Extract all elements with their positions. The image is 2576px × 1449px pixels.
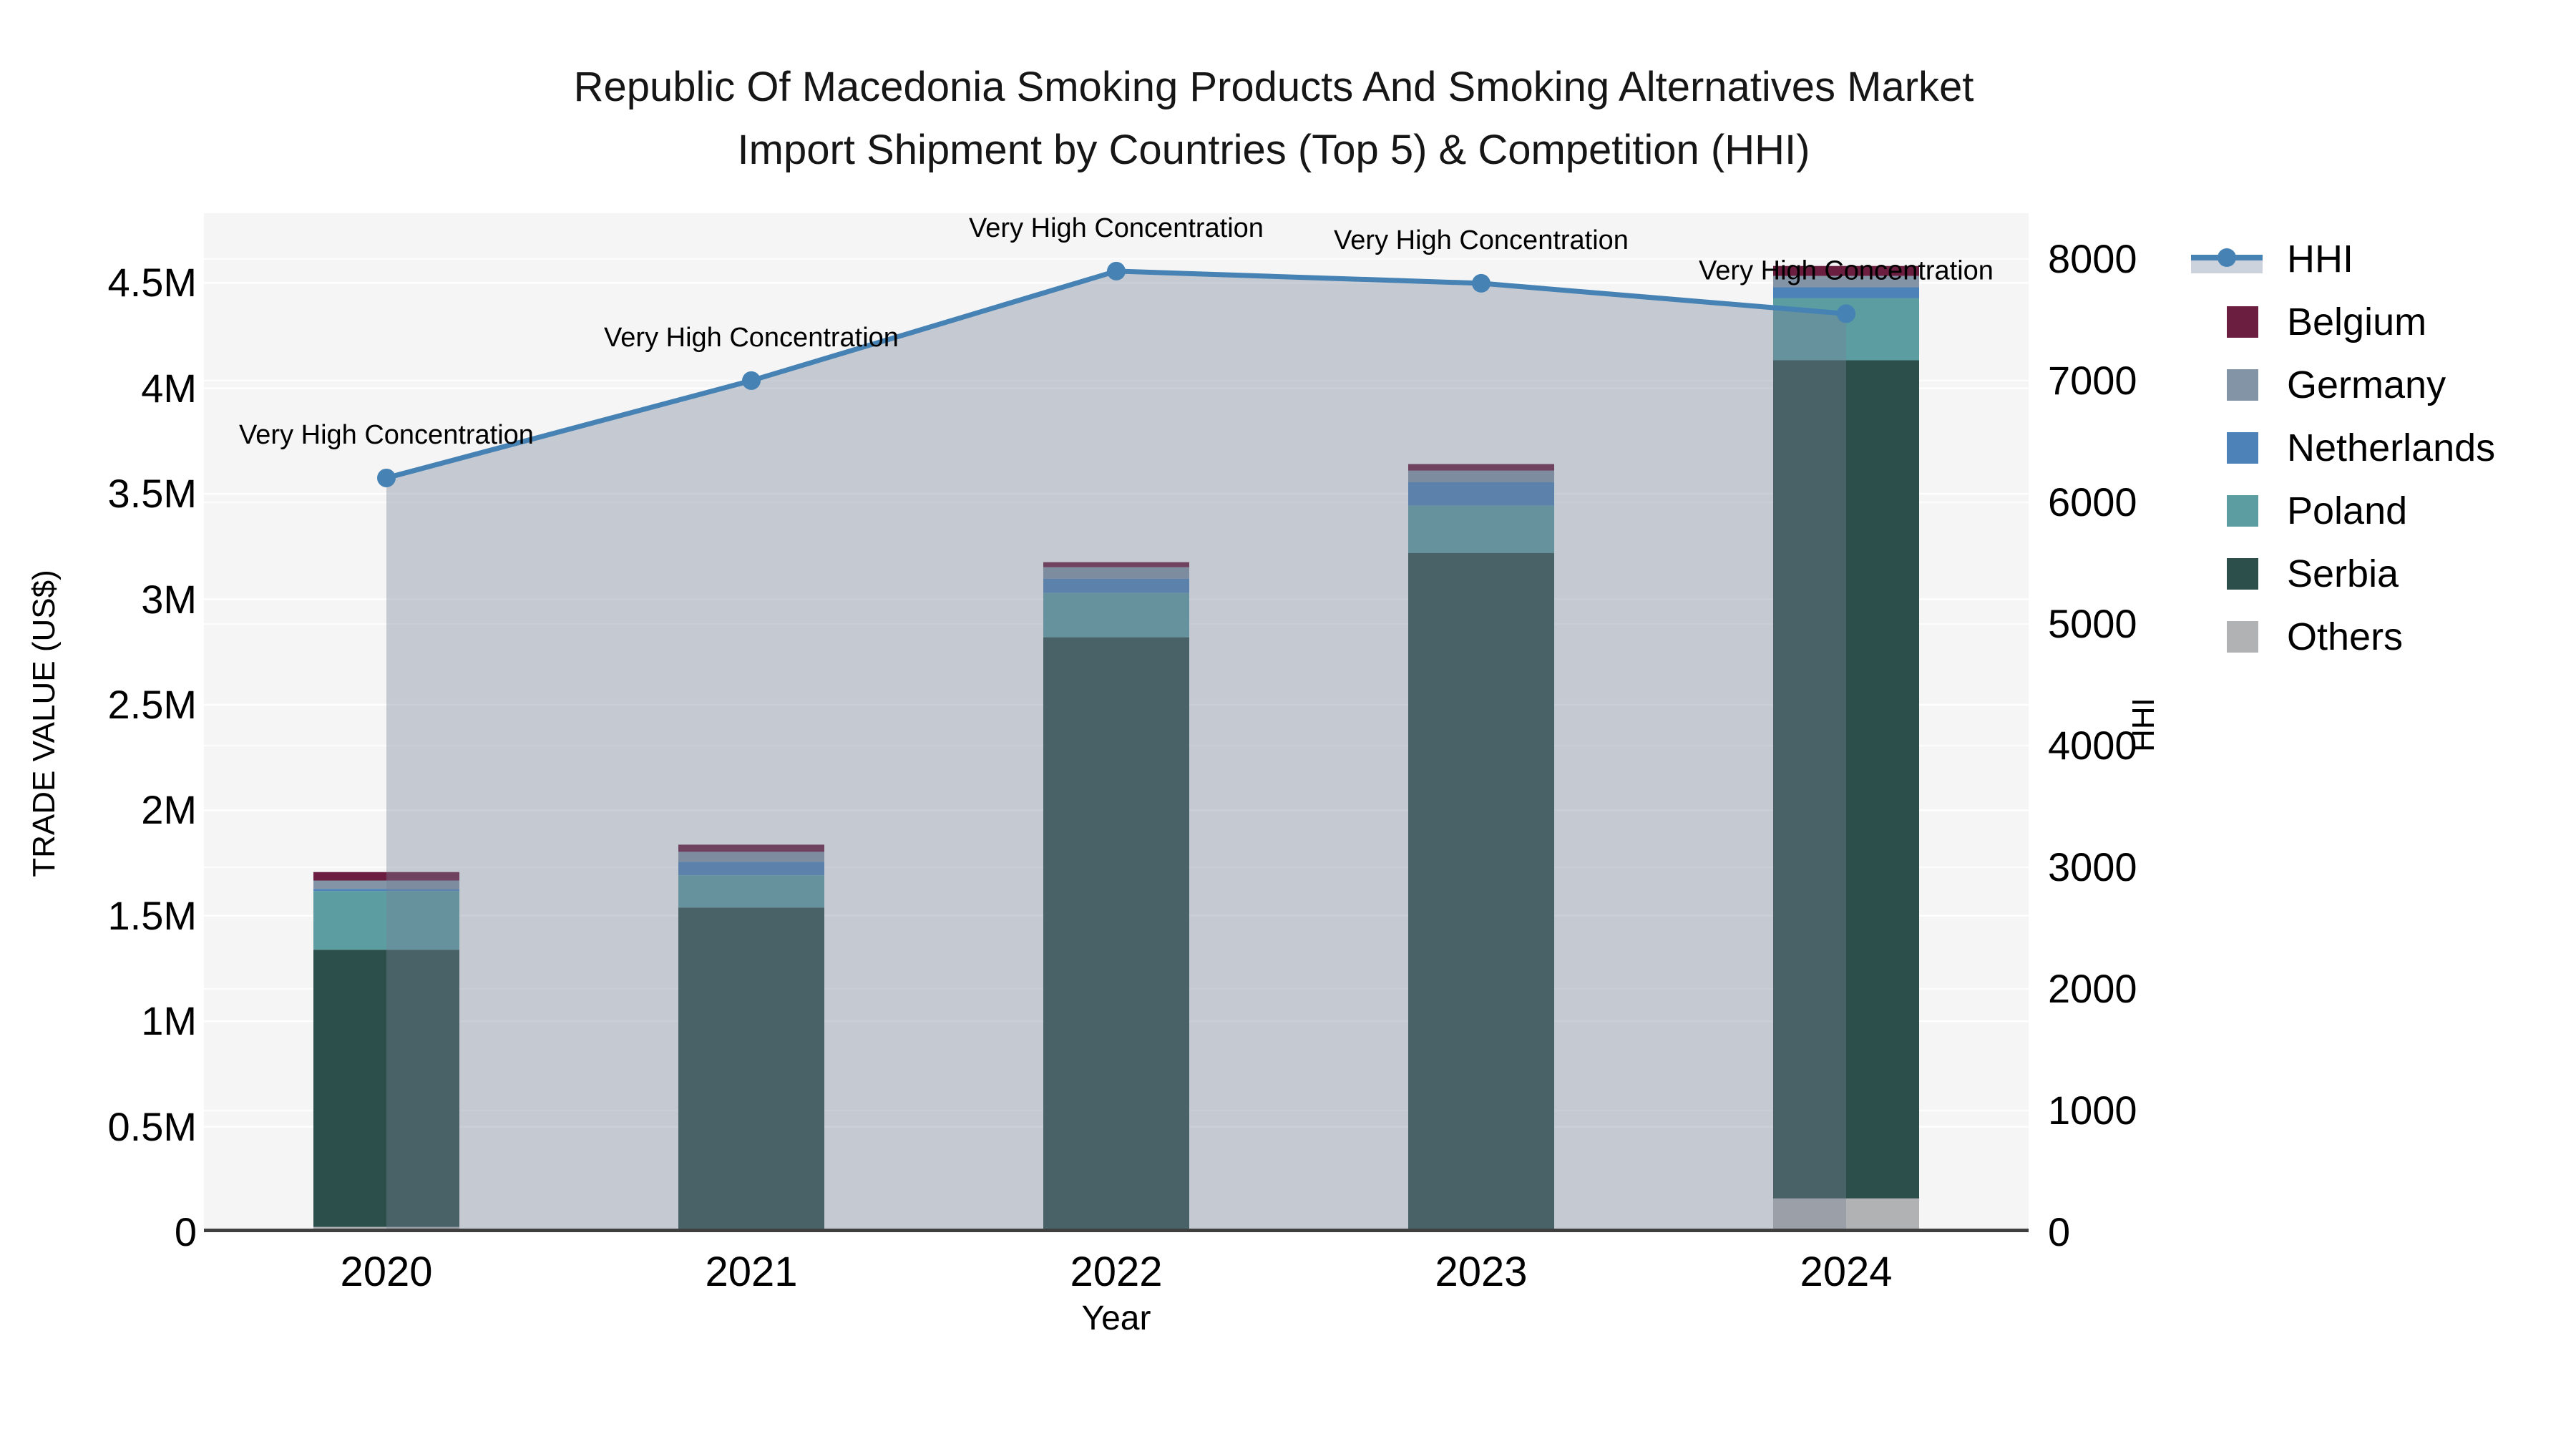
bar-segment-serbia-2023[interactable] [1408, 552, 1554, 1231]
legend-swatch-netherlands [2227, 432, 2258, 464]
x-tick-label-2022: 2022 [1070, 1249, 1163, 1295]
y-right-tick-label: 6000 [2048, 479, 2137, 525]
hhi-area-fill [386, 270, 1846, 1231]
bar-segment-serbia-2022[interactable] [1043, 637, 1189, 1231]
legend-label: Serbia [2287, 552, 2399, 595]
bar-segment-netherlands-2022[interactable] [1043, 578, 1189, 593]
legend-swatch-poland [2227, 495, 2258, 527]
bar-segment-belgium-2020[interactable] [313, 872, 459, 881]
bar-segment-netherlands-2020[interactable] [313, 889, 459, 892]
bar-segment-belgium-2021[interactable] [678, 844, 824, 852]
bar-segment-belgium-2023[interactable] [1408, 464, 1554, 471]
y-left-tick-label: 4M [141, 365, 197, 411]
y-left-tick-label: 0 [174, 1209, 197, 1254]
annotation-2021: Very High Concentration [604, 323, 899, 353]
y-right-tick-label: 2000 [2048, 965, 2137, 1011]
bar-segment-belgium-2024[interactable] [1773, 265, 1919, 276]
annotation-2022: Very High Concentration [969, 213, 1264, 243]
hhi-marker-2024[interactable] [1837, 304, 1855, 323]
x-tick-label-2024: 2024 [1800, 1249, 1893, 1295]
x-tick-label-2020: 2020 [340, 1249, 433, 1295]
legend-label: Poland [2287, 489, 2408, 532]
hhi-marker-2023[interactable] [1472, 273, 1491, 293]
y-left-tick-label: 3.5M [107, 471, 197, 517]
y-right-tick-label: 5000 [2048, 600, 2137, 646]
legend-item-poland[interactable]: Poland [2191, 479, 2570, 542]
bar-segment-netherlands-2023[interactable] [1408, 482, 1554, 506]
bar-segment-serbia-2021[interactable] [678, 907, 824, 1229]
y-left-tick-label: 1.5M [107, 892, 197, 938]
annotation-2020: Very High Concentration [239, 420, 534, 450]
chart-title-line1: Republic Of Macedonia Smoking Products A… [573, 64, 1974, 110]
y-right-tick-label: 1000 [2048, 1087, 2137, 1133]
plot-area: Very High Concentration Very High Concent… [204, 213, 2029, 1232]
legend-item-others[interactable]: Others [2191, 605, 2570, 668]
hhi-marker-icon [2218, 248, 2236, 267]
bar-segment-germany-2021[interactable] [678, 852, 824, 862]
bar-segment-poland-2020[interactable] [313, 891, 459, 950]
annotation-2024: Very High Concentration [1699, 255, 1994, 286]
bar-segment-germany-2023[interactable] [1408, 470, 1554, 482]
legend-item-hhi[interactable]: HHI [2191, 228, 2570, 291]
legend-swatch-others [2227, 621, 2258, 653]
bar-segment-belgium-2022[interactable] [1043, 562, 1189, 567]
hhi-line-icon [2191, 243, 2263, 275]
bar-segment-poland-2022[interactable] [1043, 592, 1189, 638]
x-tick-label-2021: 2021 [705, 1249, 798, 1295]
bar-segment-others-2024[interactable] [1773, 1198, 1919, 1232]
y-left-tick-label: 3M [141, 576, 197, 622]
bar-segment-serbia-2020[interactable] [313, 950, 459, 1227]
legend-label: Others [2287, 615, 2404, 658]
chart-svg: Very High Concentration Very High Concent… [204, 213, 2029, 1232]
legend-label: HHI [2287, 238, 2353, 280]
annotation-2023: Very High Concentration [1334, 225, 1629, 255]
legend-label: Netherlands [2287, 426, 2496, 469]
legend-label: Germany [2287, 364, 2446, 406]
bar-segment-netherlands-2024[interactable] [1773, 287, 1919, 298]
y-right-tick-label: 4000 [2048, 722, 2137, 768]
y-left-tick-label: 2M [141, 787, 197, 833]
hhi-marker-2021[interactable] [742, 371, 761, 390]
hhi-marker-2022[interactable] [1107, 261, 1126, 280]
bar-segment-germany-2022[interactable] [1043, 567, 1189, 579]
legend-swatch-serbia [2227, 558, 2258, 590]
bar-segment-poland-2023[interactable] [1408, 505, 1554, 553]
legend-label: Belgium [2287, 301, 2427, 343]
legend-swatch-germany [2227, 369, 2258, 401]
y-left-tick-label: 4.5M [107, 260, 197, 306]
x-tick-label-2023: 2023 [1435, 1249, 1528, 1295]
x-axis-line [204, 1229, 2029, 1232]
y-left-tick-label: 2.5M [107, 681, 197, 727]
legend-swatch-belgium [2227, 306, 2258, 338]
x-axis-title: Year [1081, 1299, 1151, 1337]
legend-item-netherlands[interactable]: Netherlands [2191, 416, 2570, 479]
hhi-marker-2020[interactable] [377, 468, 396, 487]
y-right-tick-label: 8000 [2048, 235, 2137, 281]
legend-item-serbia[interactable]: Serbia [2191, 542, 2570, 605]
chart-title: Republic Of Macedonia Smoking Products A… [215, 56, 2333, 182]
legend-item-belgium[interactable]: Belgium [2191, 291, 2570, 353]
y-left-tick-label: 1M [141, 998, 197, 1044]
bar-segment-germany-2020[interactable] [313, 880, 459, 889]
y-left-tick-label: 0.5M [107, 1103, 197, 1149]
legend: HHI Belgium Germany Netherlands Poland Serbia… [2191, 228, 2570, 668]
y-right-tick-label: 7000 [2048, 357, 2137, 403]
chart-title-line2: Import Shipment by Countries (Top 5) & C… [737, 127, 1810, 173]
legend-item-germany[interactable]: Germany [2191, 353, 2570, 416]
y-right-tick-label: 0 [2048, 1209, 2071, 1254]
bar-segment-poland-2021[interactable] [678, 875, 824, 908]
y-right-tick-label: 3000 [2048, 844, 2137, 889]
bar-segment-netherlands-2021[interactable] [678, 862, 824, 876]
bar-segment-germany-2024[interactable] [1773, 275, 1919, 288]
bar-segment-serbia-2024[interactable] [1773, 360, 1919, 1199]
